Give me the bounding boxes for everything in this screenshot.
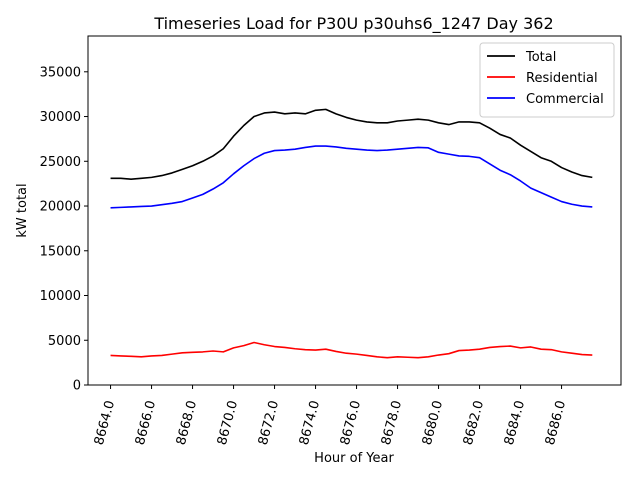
y-tick-label: 0 (73, 379, 81, 394)
y-axis-label: kW total (15, 183, 30, 237)
legend-label-commercial: Commercial (526, 92, 604, 107)
y-tick-label: 15000 (40, 244, 81, 259)
x-tick-label: 8676.0 (338, 399, 364, 447)
x-tick-label: 8678.0 (379, 399, 405, 447)
series-line-total (110, 108, 593, 180)
x-tick-label: 8684.0 (502, 399, 528, 447)
x-tick-label: 8672.0 (256, 399, 282, 447)
legend-label-residential: Residential (526, 71, 598, 86)
y-tick-label: 30000 (40, 110, 81, 125)
series-lines (110, 108, 593, 359)
legend: Total Residential Commercial (479, 42, 615, 118)
x-tick-label: 8682.0 (461, 399, 487, 447)
x-tick-label: 8666.0 (133, 399, 159, 447)
x-tick-label: 8664.0 (92, 399, 118, 447)
y-tick-label: 5000 (48, 334, 81, 349)
x-tick-label: 8674.0 (297, 399, 323, 447)
x-tick-label: 8686.0 (543, 399, 569, 447)
series-line-commercial (110, 145, 593, 209)
y-tick-label: 10000 (40, 289, 81, 304)
x-axis-label: Hour of Year (314, 451, 394, 466)
x-tick-label: 8668.0 (174, 399, 200, 447)
y-tick-label: 20000 (40, 200, 81, 215)
x-tick-label: 8670.0 (215, 399, 241, 447)
x-axis-ticks: 8664.0 8666.0 8668.0 8670.0 8672.0 8674.0 8676… (92, 385, 569, 447)
y-axis-ticks: 0 5000 10000 15000 20000 25000 30000 35000 (40, 65, 88, 394)
series-line-residential (110, 341, 593, 359)
y-tick-label: 35000 (40, 65, 81, 80)
chart-title: Timeseries Load for P30U p30uhs6_1247 Da… (153, 14, 553, 34)
legend-label-total: Total (525, 50, 556, 65)
plot-frame (87, 35, 622, 386)
x-tick-label: 8680.0 (420, 399, 446, 447)
y-tick-label: 25000 (40, 155, 81, 170)
